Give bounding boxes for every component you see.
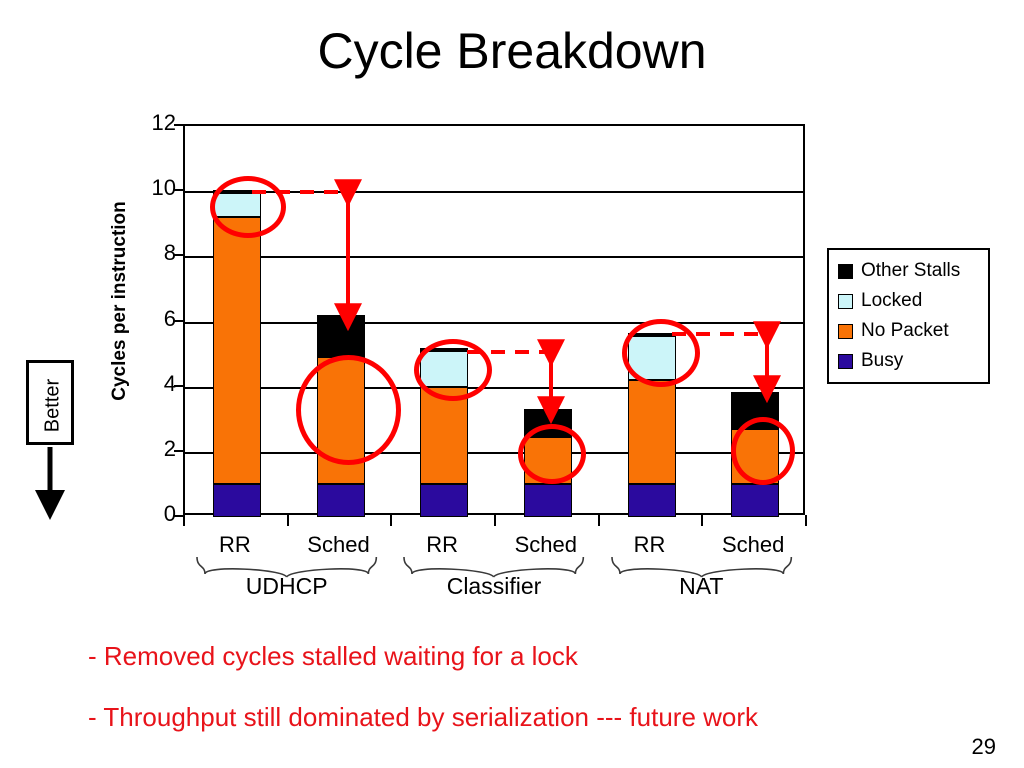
legend-swatch-icon xyxy=(838,263,853,279)
x-sub-label-rr: RR xyxy=(218,532,251,557)
bar-segment-no-packet xyxy=(420,386,469,485)
x-tick-mark xyxy=(286,515,289,526)
x-tick-mark xyxy=(183,515,185,526)
bar-segment-other-stalls xyxy=(316,314,365,358)
legend-item-busy: Busy xyxy=(838,346,988,376)
bar-segment-busy xyxy=(420,484,469,517)
x-tick-mark xyxy=(597,515,600,526)
legend-item-no-packet: No Packet xyxy=(838,316,988,346)
annotation-ellipse-classifier-rr-locked xyxy=(414,339,492,401)
annotation-ellipse-classifier-sched-nopacket xyxy=(518,424,586,484)
x-sub-label-sched: Sched xyxy=(721,532,785,557)
gridline xyxy=(185,451,803,454)
x-sub-label-sched: Sched xyxy=(307,532,370,557)
note-line-1: - Removed cycles stalled waiting for a l… xyxy=(88,641,578,671)
gridline xyxy=(185,386,803,389)
y-tick-mark xyxy=(174,189,183,192)
x-tick-mark xyxy=(701,515,704,526)
chart-legend: Other Stalls Locked No Packet Busy xyxy=(827,248,990,384)
y-axis-tick-labels: 0 2 4 6 8 10 12 xyxy=(140,112,176,525)
annotation-ellipse-nat-rr-locked xyxy=(622,319,700,387)
y-tick-label: 12 xyxy=(151,110,176,135)
legend-label: Locked xyxy=(861,290,923,311)
x-sub-label-rr: RR xyxy=(426,532,459,557)
y-tick-label: 0 xyxy=(163,501,176,526)
better-label: Better xyxy=(41,378,64,433)
group-brace-nat xyxy=(610,556,792,578)
gridline xyxy=(185,191,803,194)
legend-swatch-icon xyxy=(838,323,853,339)
x-tick-mark xyxy=(390,515,393,526)
x-group-label-nat: NAT xyxy=(679,573,724,599)
page-title: Cycle Breakdown xyxy=(317,23,707,79)
y-tick-label: 6 xyxy=(163,305,176,331)
bar-segment-busy xyxy=(731,484,780,517)
legend-label: Busy xyxy=(861,350,904,371)
bar-segment-busy xyxy=(212,484,261,517)
x-sub-label-rr: RR xyxy=(633,532,666,557)
plot-frame xyxy=(183,124,805,517)
y-tick-mark xyxy=(174,319,183,322)
x-group-label-udhcp: UDHCP xyxy=(245,573,328,599)
y-tick-mark xyxy=(174,449,183,452)
y-axis-title: Cycles per instruction xyxy=(109,201,130,401)
y-tick-mark xyxy=(174,515,183,517)
bar-segment-busy xyxy=(316,484,365,517)
legend-swatch-icon xyxy=(838,353,853,369)
bar-segment-no-packet xyxy=(627,380,676,485)
group-brace-udhcp xyxy=(196,556,378,578)
legend-label: No Packet xyxy=(861,320,949,341)
legend-swatch-icon xyxy=(838,293,853,309)
y-tick-label: 8 xyxy=(163,240,176,266)
legend-label: Other Stalls xyxy=(861,260,961,281)
legend-item-locked: Locked xyxy=(838,286,988,316)
annotation-ellipse-udhcp-sched-nopacket xyxy=(296,355,401,465)
note-line-2: - Throughput still dominated by serializ… xyxy=(88,702,759,732)
legend-item-other-stalls: Other Stalls xyxy=(838,256,988,286)
y-tick-label: 10 xyxy=(151,175,176,201)
bar-segment-busy xyxy=(523,484,572,517)
x-tick-mark xyxy=(805,515,807,526)
page-number: 29 xyxy=(971,734,996,759)
bar-segment-no-packet xyxy=(212,217,261,485)
y-tick-mark xyxy=(174,384,183,387)
y-tick-mark xyxy=(174,254,183,257)
x-group-label-classifier: Classifier xyxy=(446,573,542,599)
gridline xyxy=(185,256,803,259)
group-brace-classifier xyxy=(403,556,585,578)
gridline xyxy=(185,321,803,324)
y-tick-mark xyxy=(174,124,183,126)
bar-segment-busy xyxy=(627,484,676,517)
better-indicator-box: Better xyxy=(26,360,74,445)
x-tick-mark xyxy=(494,515,496,526)
annotation-ellipse-nat-sched-nopacket xyxy=(731,417,795,485)
annotation-ellipse-udhcp-rr-locked xyxy=(210,176,286,238)
y-tick-label: 2 xyxy=(163,435,176,461)
x-sub-label-sched: Sched xyxy=(514,532,578,557)
y-tick-label: 4 xyxy=(163,370,176,396)
bar-classifier-rr xyxy=(420,126,469,517)
